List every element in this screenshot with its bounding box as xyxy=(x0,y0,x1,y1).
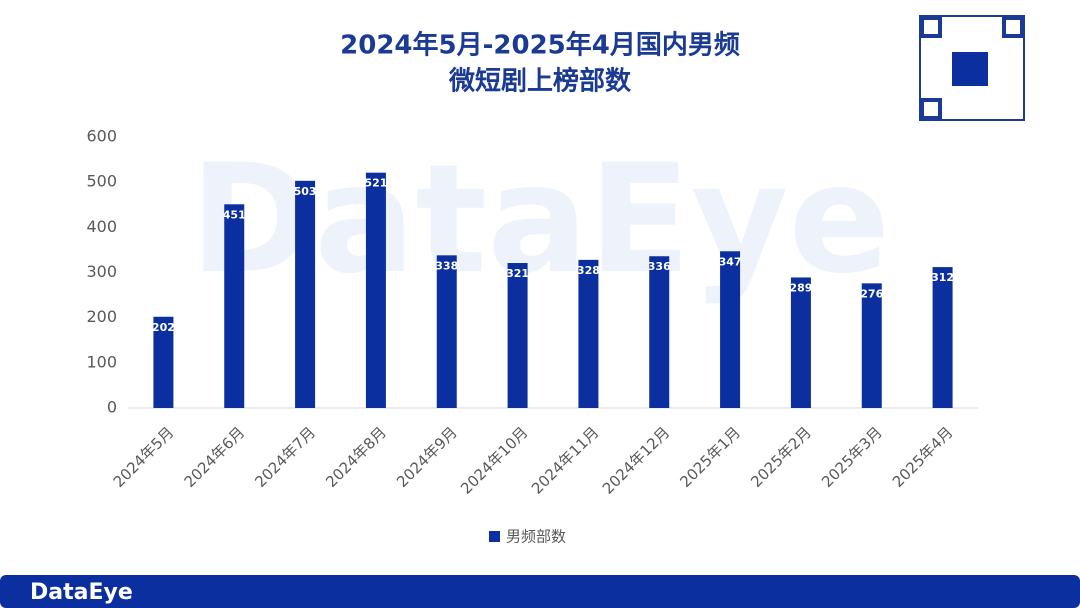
x-tick-label: 2025年4月 xyxy=(889,423,957,491)
value-label: 312 xyxy=(931,271,954,284)
x-tick-label: 2024年7月 xyxy=(251,423,319,491)
y-tick-label: 600 xyxy=(86,127,117,146)
bar xyxy=(224,204,245,408)
bar xyxy=(790,277,811,408)
value-label: 451 xyxy=(223,208,246,221)
chart-title: 微短剧上榜部数 xyxy=(448,66,632,97)
value-label: 321 xyxy=(506,267,529,280)
bar xyxy=(861,283,882,408)
y-tick-label: 500 xyxy=(86,172,117,191)
bar xyxy=(295,180,316,408)
legend-swatch xyxy=(489,531,500,542)
value-label: 289 xyxy=(789,281,812,294)
bar xyxy=(153,316,174,408)
x-tick-label: 2024年5月 xyxy=(110,423,178,491)
x-tick-label: 2024年10月 xyxy=(457,423,531,497)
footer-brand: DataEye xyxy=(30,580,133,605)
legend-label: 男频部数 xyxy=(506,528,566,546)
bar xyxy=(436,255,457,408)
value-label: 276 xyxy=(860,287,883,300)
x-tick-label: 2024年6月 xyxy=(181,423,249,491)
value-label: 347 xyxy=(719,255,742,268)
bar xyxy=(365,172,386,408)
y-tick-label: 200 xyxy=(86,307,117,326)
bar xyxy=(578,259,599,408)
value-label: 521 xyxy=(364,177,387,190)
bar xyxy=(932,267,953,408)
bar xyxy=(649,256,670,408)
y-tick-label: 300 xyxy=(86,262,117,281)
watermark: DataEye xyxy=(190,133,891,307)
value-label: 202 xyxy=(152,321,175,334)
y-tick-label: 100 xyxy=(86,352,117,371)
x-tick-label: 2025年1月 xyxy=(676,423,744,491)
x-tick-label: 2024年12月 xyxy=(599,423,673,497)
y-tick-label: 400 xyxy=(86,217,117,236)
x-tick-label: 2024年11月 xyxy=(528,423,602,497)
x-tick-label: 2025年3月 xyxy=(818,423,886,491)
y-tick-label: 0 xyxy=(107,398,117,417)
qr-code xyxy=(919,15,1025,121)
value-label: 503 xyxy=(294,185,317,198)
value-label: 328 xyxy=(577,264,600,277)
bar xyxy=(507,263,528,408)
footer-bar xyxy=(0,575,1080,608)
bar xyxy=(720,251,741,408)
x-tick-label: 2025年2月 xyxy=(747,423,815,491)
x-tick-label: 2024年9月 xyxy=(393,423,461,491)
value-label: 336 xyxy=(648,260,671,273)
x-tick-label: 2024年8月 xyxy=(322,423,390,491)
chart-title: 2024年5月-2025年4月国内男频 xyxy=(340,30,740,61)
value-label: 338 xyxy=(435,259,458,272)
